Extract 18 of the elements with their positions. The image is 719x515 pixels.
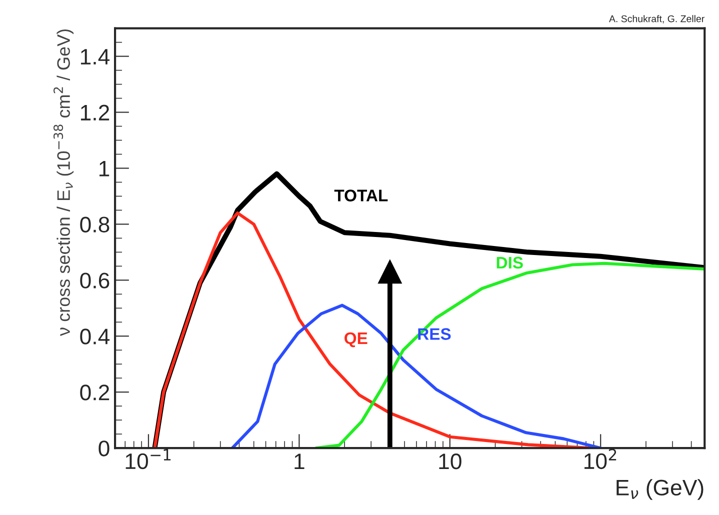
text: A. Schukraft, G. Zeller: [609, 15, 704, 24]
y-tick-label: 0.2: [80, 384, 110, 400]
y-tick-label: 1: [100, 160, 110, 176]
series-label: QE: [344, 332, 368, 348]
x-tick-label: 10$^{−1}$: [126, 449, 171, 470]
y-tick-label: 0.4: [80, 328, 110, 344]
y-tick-label: 1.4: [80, 49, 110, 64]
x-tick-label: 1: [294, 454, 304, 470]
y-axis-title: ν cross section / E$_{ν}$ (10$^{−38}$ cm$^{2}$ / GeV): [54, 29, 74, 336]
series-label: DIS: [496, 256, 523, 269]
y-tick-label: 0.6: [80, 272, 110, 288]
x-tick-label: 10: [439, 454, 462, 470]
series-label: TOTAL: [334, 190, 388, 202]
y-tick-label: 0: [98, 440, 110, 456]
x-axis-title: E$_{ν}$ (GeV): [616, 479, 704, 500]
x-tick-label: 10$^{2}$: [584, 448, 616, 470]
y-tick-label: 0.8: [80, 216, 110, 232]
y-tick-label: 1.2: [80, 104, 110, 120]
